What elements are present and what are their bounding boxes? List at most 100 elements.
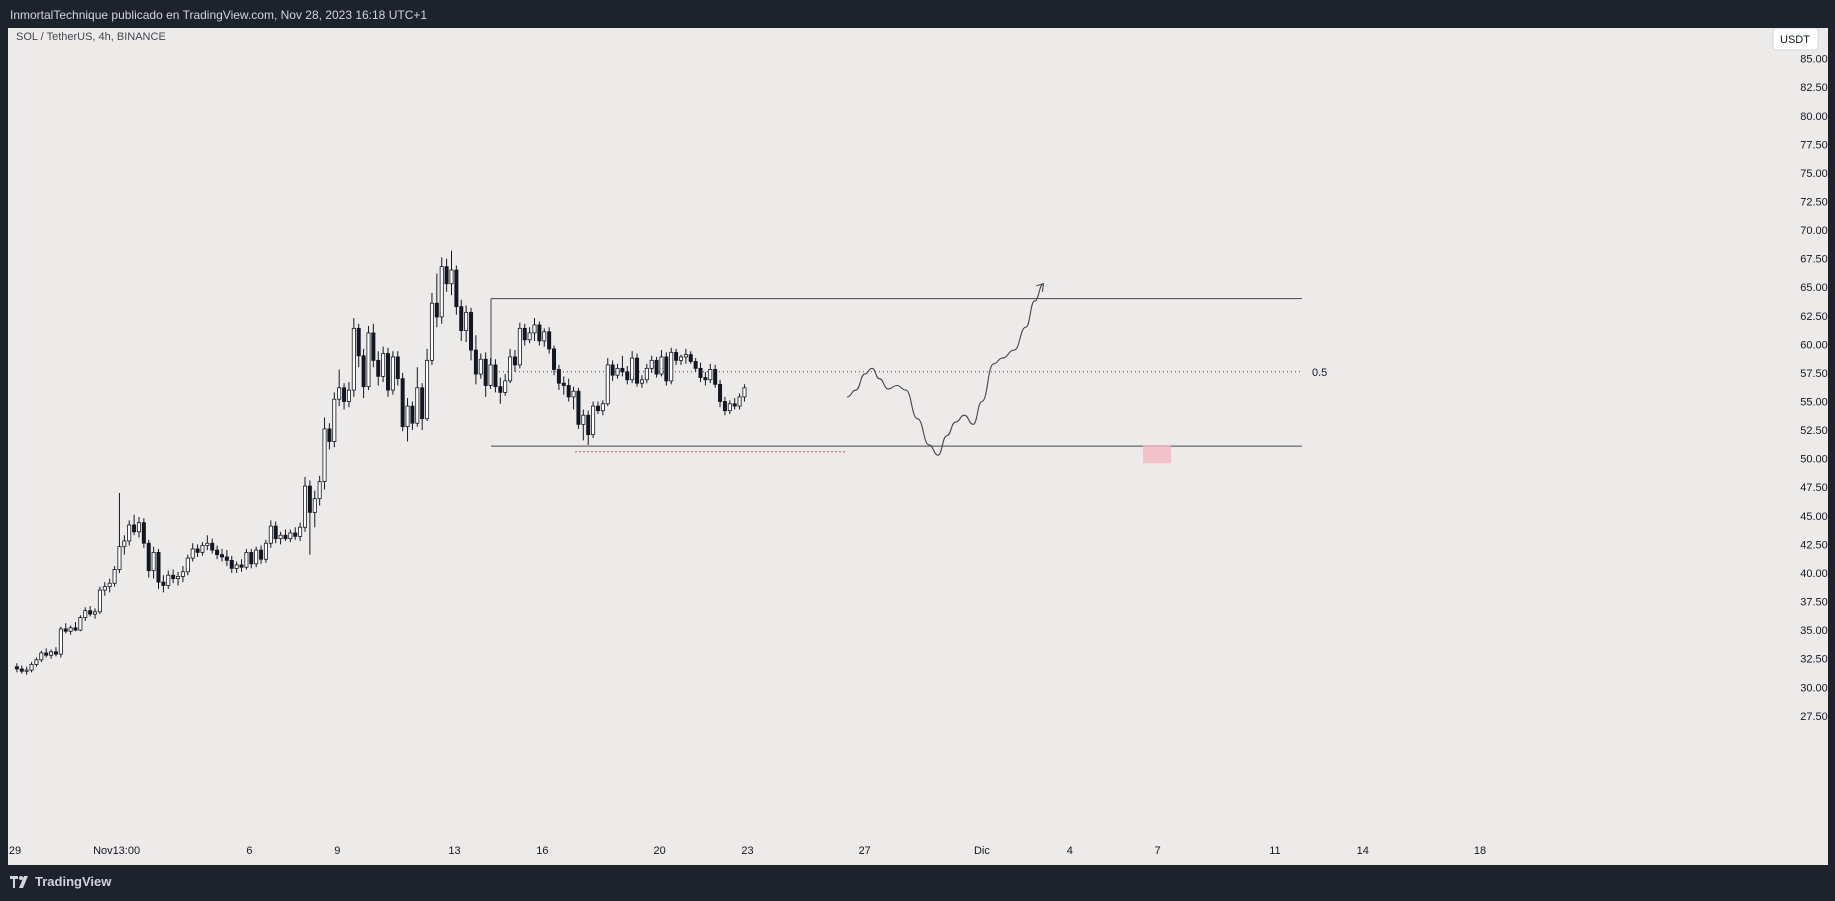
candle-body bbox=[425, 359, 430, 420]
candle bbox=[366, 326, 371, 391]
candle bbox=[141, 518, 146, 548]
candle-body bbox=[683, 354, 688, 358]
candle-body bbox=[366, 332, 371, 388]
fib-level-label: 0.5 bbox=[1312, 367, 1327, 379]
candle-body bbox=[664, 356, 669, 382]
y-tick-label: 37.50 bbox=[1800, 597, 1828, 609]
chart-pane[interactable]: 0.5 85.00 82.50 80.00 77.50 75.00 72.50 70.00 6… bbox=[8, 28, 1828, 865]
tradingview-logo[interactable]: TradingView bbox=[10, 874, 111, 889]
candle bbox=[234, 561, 239, 573]
candle bbox=[166, 570, 171, 589]
candle-body bbox=[317, 481, 322, 500]
candle bbox=[302, 476, 307, 532]
currency-badge[interactable] bbox=[1772, 28, 1819, 51]
y-tick-label: 77.50 bbox=[1800, 139, 1828, 151]
candle bbox=[444, 258, 449, 292]
y-axis[interactable]: 85.00 82.50 80.00 77.50 75.00 72.50 70.00 67.50… bbox=[1800, 54, 1828, 723]
candle-body bbox=[688, 354, 693, 362]
candle-body bbox=[571, 390, 576, 398]
candle-body bbox=[171, 574, 176, 580]
candle-body bbox=[29, 663, 34, 671]
candle bbox=[263, 539, 268, 563]
candle bbox=[390, 351, 395, 395]
y-tick-label: 67.50 bbox=[1800, 254, 1828, 266]
candle bbox=[678, 354, 683, 365]
candle bbox=[552, 345, 557, 376]
candle-body bbox=[312, 498, 317, 513]
candle bbox=[361, 348, 366, 399]
candle-body bbox=[288, 532, 293, 540]
candle-body bbox=[581, 414, 586, 425]
y-tick-label: 60.00 bbox=[1800, 339, 1828, 351]
candle bbox=[703, 371, 708, 386]
candle bbox=[268, 520, 273, 548]
candle-body bbox=[566, 385, 571, 398]
candle bbox=[718, 379, 723, 408]
candle bbox=[278, 531, 283, 545]
candle-body bbox=[337, 387, 342, 400]
candle-body bbox=[122, 540, 127, 548]
candle bbox=[288, 529, 293, 543]
x-tick-label: 29 bbox=[9, 845, 21, 857]
x-tick-label: 4 bbox=[1067, 845, 1073, 857]
candlestick-chart[interactable]: 0.5 85.00 82.50 80.00 77.50 75.00 72.50 70.00 6… bbox=[8, 28, 1828, 865]
candle bbox=[249, 548, 254, 569]
candle-body bbox=[532, 324, 537, 334]
footer-bar: TradingView bbox=[0, 865, 1835, 901]
candle-body bbox=[356, 327, 361, 357]
candle-body bbox=[34, 659, 39, 665]
candle bbox=[556, 364, 561, 391]
candle-body bbox=[708, 369, 713, 381]
candle-body bbox=[635, 357, 640, 384]
candle-body bbox=[552, 348, 557, 370]
candle bbox=[532, 318, 537, 341]
candle bbox=[317, 475, 322, 506]
candle-body bbox=[180, 571, 185, 577]
y-tick-label: 27.50 bbox=[1800, 711, 1828, 723]
price-scale[interactable] bbox=[1789, 28, 1828, 865]
candle bbox=[337, 369, 342, 407]
candle-body bbox=[600, 403, 605, 412]
candle bbox=[200, 542, 205, 556]
candle bbox=[122, 535, 127, 555]
x-axis[interactable]: 29 Nov 13:00 6 9 13 16 20 23 27 Dic 4 7 11 14 18 bbox=[9, 845, 1486, 857]
candle bbox=[356, 323, 361, 368]
candle bbox=[615, 363, 620, 379]
candle bbox=[239, 559, 244, 572]
y-tick-label: 57.50 bbox=[1800, 368, 1828, 380]
y-tick-label: 55.00 bbox=[1800, 397, 1828, 409]
candle bbox=[498, 377, 503, 404]
x-tick-label: 16 bbox=[536, 845, 548, 857]
candle-body bbox=[713, 369, 718, 385]
candle bbox=[464, 305, 469, 343]
candle-body bbox=[420, 387, 425, 420]
candle-body bbox=[591, 405, 596, 436]
candle-body bbox=[493, 364, 498, 388]
symbol-label: SOL / TetherUS, 4h, BINANCE bbox=[16, 31, 166, 43]
candle-body bbox=[190, 548, 195, 559]
candle bbox=[395, 351, 400, 386]
candle bbox=[44, 648, 49, 658]
y-tick-label: 82.50 bbox=[1800, 82, 1828, 94]
candle bbox=[136, 516, 141, 538]
candle-body bbox=[576, 390, 581, 425]
x-tick-label: 11 bbox=[1269, 845, 1280, 857]
candle bbox=[586, 410, 591, 445]
candle bbox=[727, 400, 732, 415]
candle bbox=[600, 400, 605, 416]
candle bbox=[293, 527, 298, 540]
y-tick-label: 62.50 bbox=[1800, 311, 1828, 323]
candle-body bbox=[586, 414, 591, 436]
candle bbox=[449, 250, 454, 296]
candle bbox=[683, 348, 688, 364]
candle-layer bbox=[14, 250, 747, 675]
candle-body bbox=[249, 551, 254, 565]
y-tick-label: 65.00 bbox=[1800, 282, 1828, 294]
candle-body bbox=[517, 327, 522, 366]
y-tick-label: 85.00 bbox=[1800, 54, 1828, 66]
candle-body bbox=[73, 627, 78, 631]
candle bbox=[522, 323, 527, 346]
projection-path[interactable] bbox=[847, 283, 1044, 456]
target-zone-box[interactable] bbox=[1143, 444, 1171, 464]
candle bbox=[346, 382, 351, 408]
